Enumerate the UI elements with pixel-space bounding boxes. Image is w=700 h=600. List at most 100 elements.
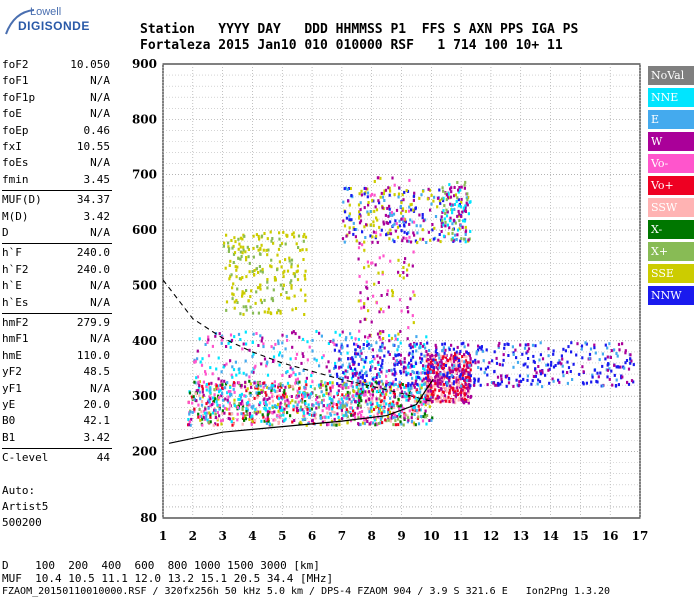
trace-point — [285, 406, 288, 410]
trace-point — [278, 404, 281, 408]
trace-point — [257, 344, 260, 347]
trace-point — [232, 244, 235, 248]
trace-point — [272, 360, 275, 363]
trace-point — [341, 363, 344, 367]
trace-point — [566, 360, 569, 364]
trace-point — [431, 223, 434, 226]
trace-point — [290, 284, 293, 288]
param-value: N/A — [90, 90, 110, 104]
trace-point — [286, 370, 289, 373]
trace-point — [271, 237, 274, 240]
trace-point — [289, 414, 292, 418]
trace-point — [363, 248, 366, 252]
trace-point — [290, 373, 293, 377]
trace-point — [393, 240, 396, 244]
trace-point — [451, 381, 454, 385]
trace-point — [526, 374, 529, 378]
trace-point — [351, 359, 354, 363]
trace-point — [412, 198, 415, 202]
trace-point — [619, 365, 622, 369]
trace-point — [243, 418, 246, 422]
trace-point — [385, 392, 388, 396]
trace-point — [282, 230, 285, 234]
trace-point — [429, 376, 432, 379]
trace-point — [284, 392, 287, 396]
trace-point — [562, 347, 565, 351]
trace-point — [331, 384, 334, 388]
trace-point — [205, 402, 208, 406]
trace-point — [452, 218, 455, 222]
trace-point — [547, 347, 550, 351]
trace-point — [434, 382, 437, 386]
trace-point — [200, 400, 204, 403]
trace-point — [399, 371, 403, 375]
trace-point — [376, 332, 380, 336]
trace-point — [206, 418, 209, 422]
trace-point — [344, 411, 348, 414]
trace-point — [246, 403, 249, 407]
trace-point — [422, 366, 425, 370]
trace-point — [400, 201, 403, 205]
trace-point — [373, 209, 376, 213]
trace-point — [449, 357, 452, 361]
trace-point — [425, 355, 428, 359]
trace-point — [387, 305, 390, 309]
trace-point — [311, 419, 314, 422]
trace-point — [286, 296, 289, 300]
trace-point — [424, 396, 427, 400]
trace-point — [279, 309, 282, 313]
trace-point — [367, 201, 370, 204]
trace-point — [514, 348, 517, 352]
trace-point — [402, 220, 405, 224]
trace-point — [408, 178, 411, 182]
trace-point — [462, 219, 465, 223]
trace-point — [422, 219, 425, 223]
trace-point — [421, 379, 424, 383]
trace-point — [256, 245, 259, 249]
trace-point — [411, 220, 414, 224]
trace-point — [387, 350, 390, 354]
trace-point — [226, 391, 229, 395]
trace-point — [319, 423, 322, 427]
trace-point — [307, 406, 310, 410]
trace-point — [275, 406, 278, 409]
trace-point — [459, 350, 462, 353]
trace-point — [369, 360, 372, 364]
trace-point — [207, 386, 210, 390]
trace-point — [266, 278, 269, 281]
trace-point — [406, 363, 410, 367]
trace-point — [202, 415, 205, 419]
trace-point — [417, 397, 420, 401]
trace-point — [469, 374, 472, 378]
trace-point — [496, 381, 500, 385]
trace-point — [438, 395, 441, 399]
param-label: foEp — [2, 123, 29, 137]
trace-point — [593, 343, 596, 347]
param-row-b1: B1 3.42 — [2, 431, 110, 445]
trace-point — [255, 290, 258, 294]
trace-point — [221, 398, 225, 402]
x-tick-label: 13 — [512, 529, 529, 543]
logo-main-text: DIGISONDE — [18, 19, 90, 33]
trace-point — [191, 410, 194, 414]
trace-point — [252, 246, 255, 250]
trace-point — [262, 248, 265, 252]
trace-point — [388, 410, 392, 414]
param-row-fof2: foF2 10.050 — [2, 58, 110, 72]
legend-item-sse: SSE — [648, 264, 694, 283]
x-tick-label: 16 — [602, 529, 619, 543]
trace-point — [357, 404, 360, 407]
trace-point — [425, 335, 428, 339]
trace-point — [526, 349, 529, 353]
trace-point — [395, 208, 399, 212]
trace-point — [327, 415, 330, 419]
trace-point — [373, 386, 376, 390]
trace-point — [266, 253, 269, 257]
trace-point — [214, 334, 217, 338]
trace-point — [242, 412, 245, 416]
trace-point — [239, 402, 242, 406]
trace-point — [295, 242, 298, 246]
trace-point — [231, 286, 234, 290]
trace-point — [412, 290, 415, 294]
trace-point — [457, 198, 460, 202]
